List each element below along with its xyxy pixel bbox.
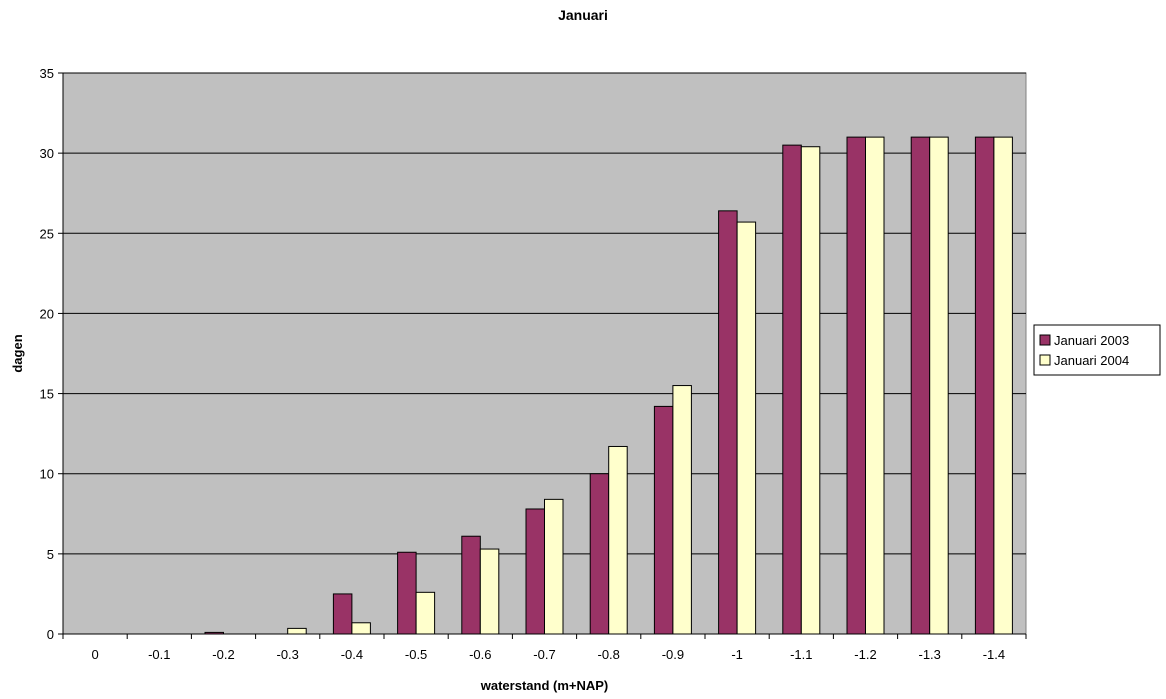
x-tick-label: -1.3 xyxy=(918,647,940,662)
bar-2 xyxy=(993,136,1013,635)
y-tick-label: 15 xyxy=(40,387,54,402)
bar-1 xyxy=(461,535,481,635)
x-tick-label: -0.3 xyxy=(276,647,298,662)
bar-1 xyxy=(332,593,353,635)
bar-1 xyxy=(782,144,802,635)
chart-title: Januari xyxy=(558,7,608,23)
bars xyxy=(204,136,1013,635)
bar-1 xyxy=(974,136,995,635)
bar-2 xyxy=(800,146,821,635)
bar-1 xyxy=(397,551,417,635)
x-tick-label: 0 xyxy=(91,647,98,662)
bar-2 xyxy=(544,498,564,635)
y-tick-label: 0 xyxy=(47,627,54,642)
y-tick-label: 25 xyxy=(40,226,54,241)
legend-swatch xyxy=(1039,354,1051,366)
bar-1 xyxy=(589,473,610,635)
y-tick-labels: 0 5 10 15 20 25 30 35 xyxy=(40,66,54,642)
legend-label: Januari 2004 xyxy=(1054,353,1129,368)
x-axis-title: waterstand (m+NAP) xyxy=(480,678,609,693)
x-tick-label: -0.1 xyxy=(148,647,170,662)
legend-label: Januari 2003 xyxy=(1054,333,1129,348)
x-tick-label: -1.4 xyxy=(983,647,1005,662)
bar-1 xyxy=(718,210,738,635)
x-tick-label: -0.2 xyxy=(212,647,234,662)
y-tick-label: 30 xyxy=(40,146,54,161)
x-tick-label: -0.5 xyxy=(405,647,427,662)
axes xyxy=(58,72,1027,639)
y-tick-label: 35 xyxy=(40,66,54,81)
y-tick-label: 5 xyxy=(47,547,54,562)
bar-2 xyxy=(351,622,371,635)
bar-1 xyxy=(846,136,866,635)
x-tick-label: -1.2 xyxy=(854,647,876,662)
legend: Januari 2003 Januari 2004 xyxy=(1033,324,1161,376)
x-tick-label: -1 xyxy=(731,647,743,662)
bar-1 xyxy=(525,508,545,635)
bar-2 xyxy=(415,591,436,635)
x-tick-label: -0.8 xyxy=(597,647,619,662)
bar-2 xyxy=(608,445,628,635)
bar-1 xyxy=(653,405,674,635)
y-tick-label: 20 xyxy=(40,306,54,321)
legend-swatch xyxy=(1039,334,1051,346)
bar-2 xyxy=(287,627,307,635)
bar-2 xyxy=(672,385,692,635)
bar-2 xyxy=(479,548,500,635)
x-tick-label: -0.9 xyxy=(662,647,684,662)
y-tick-label: 10 xyxy=(40,467,54,482)
x-tick-label: -0.6 xyxy=(469,647,491,662)
bar-2 xyxy=(865,136,885,635)
x-tick-labels: 0 -0.1 -0.2 -0.3 -0.4 -0.5 -0.6 -0.7 -0.8 -0.9 -1 -… xyxy=(91,647,1005,662)
bar-1 xyxy=(910,136,931,635)
x-tick-label: -0.7 xyxy=(533,647,555,662)
x-tick-label: -1.1 xyxy=(790,647,812,662)
bar-2 xyxy=(929,136,949,635)
legend-box xyxy=(1033,324,1161,376)
x-tick-label: -0.4 xyxy=(341,647,363,662)
bar-2 xyxy=(736,221,757,635)
y-axis-title: dagen xyxy=(10,334,25,372)
